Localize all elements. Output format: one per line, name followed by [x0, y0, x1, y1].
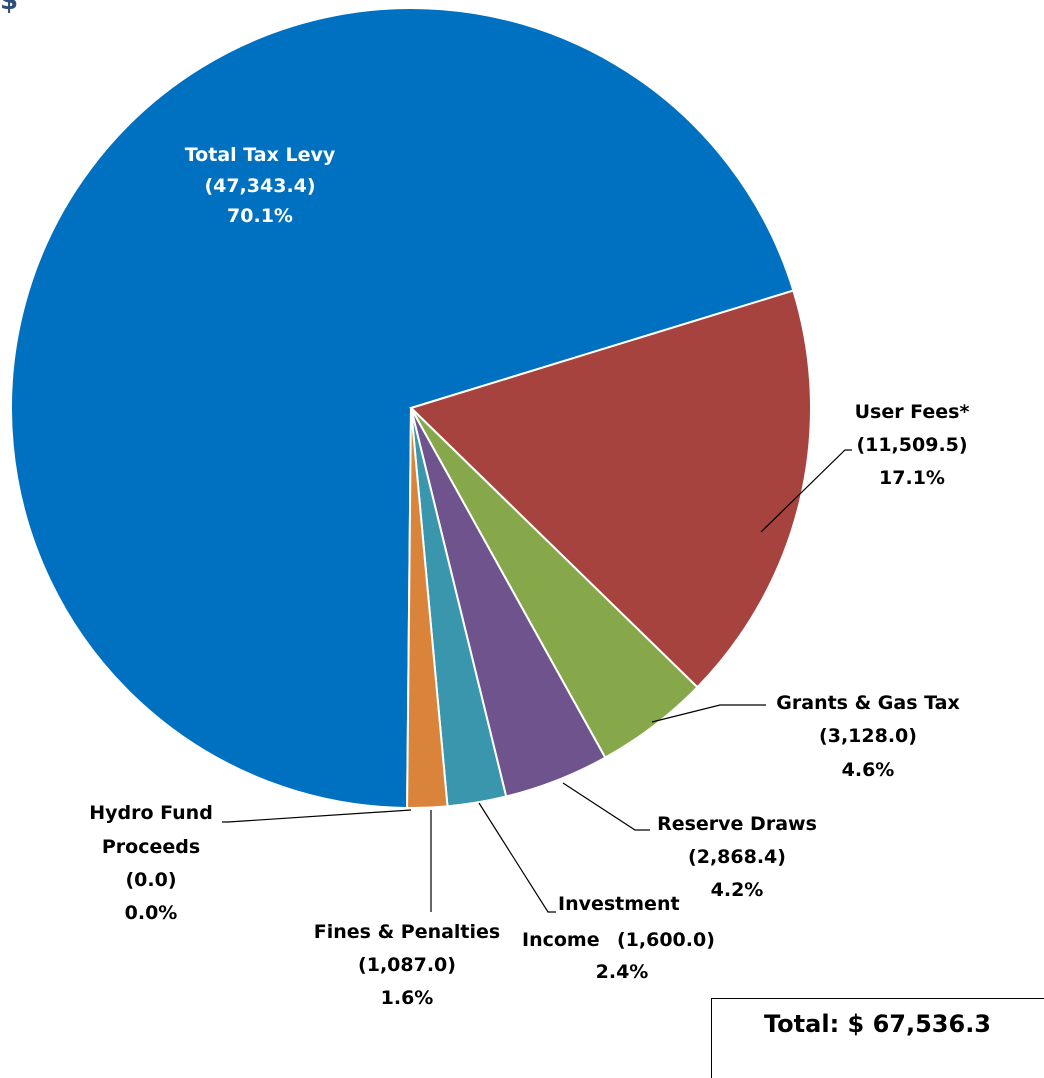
amount-hydro-fund: (0.0) [125, 869, 176, 891]
label-fines-penalties: Fines & Penalties [314, 921, 500, 943]
slice-user-fees [409, 289, 812, 689]
total-label: Total: $ 67,536.3 [764, 1010, 992, 1038]
percent-user-fees: 17.1% [879, 467, 945, 489]
slice-fines-penalties [406, 407, 449, 809]
percent-total-tax-levy: 70.1% [227, 205, 293, 227]
total-box [711, 998, 1044, 1078]
clipped-heading-fragment: $ [0, 0, 19, 16]
label-user-fees: User Fees* [855, 401, 970, 423]
percent-reserve-draws: 4.2% [711, 879, 764, 901]
pie-slices [10, 7, 812, 809]
amount-investment-income: (1,600.0) [617, 929, 715, 951]
slice-total-tax-levy [10, 7, 795, 809]
label-reserve-draws: Reserve Draws [657, 813, 817, 835]
label-total-tax-levy: Total Tax Levy [185, 144, 336, 166]
label-grants-gas-tax: Grants & Gas Tax [776, 692, 959, 714]
amount-reserve-draws: (2,868.4) [688, 846, 786, 868]
label-hydro-line2: Proceeds [102, 836, 200, 858]
label-investment-line1: Investment [558, 893, 680, 915]
percent-grants-gas-tax: 4.6% [842, 759, 895, 781]
amount-user-fees: (11,509.5) [856, 434, 967, 456]
leader-lines [222, 449, 852, 913]
amount-grants-gas-tax: (3,128.0) [819, 725, 917, 747]
leader-investment [478, 802, 556, 913]
label-hydro-line1: Hydro Fund [89, 802, 213, 824]
percent-hydro-fund: 0.0% [125, 902, 178, 924]
leader-user-fees [760, 449, 852, 533]
amount-fines-penalties: (1,087.0) [358, 954, 456, 976]
amount-total-tax-levy: (47,343.4) [204, 175, 315, 197]
leader-hydro [222, 809, 412, 823]
percent-investment-income: 2.4% [596, 961, 649, 983]
leader-reserve [562, 782, 650, 831]
leader-grants [651, 704, 766, 723]
label-investment-line2: Income [522, 929, 600, 951]
percent-fines-penalties: 1.6% [381, 987, 434, 1009]
